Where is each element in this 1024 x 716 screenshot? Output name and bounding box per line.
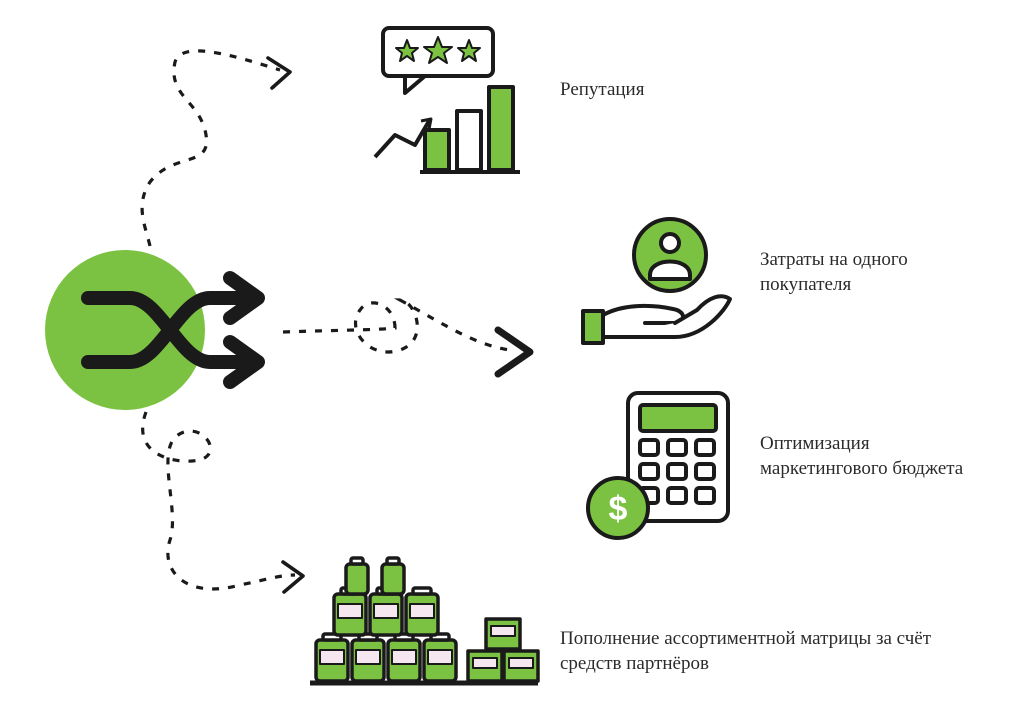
label-cpa: Затраты на одного покупателя (760, 248, 980, 297)
rating-chart-icon (375, 28, 520, 172)
hand-person-icon (583, 219, 730, 343)
products-shelf-icon (310, 558, 538, 683)
label-assortment: Пополнение ассортиментной матрицы за счё… (560, 627, 980, 676)
calculator-dollar-icon: $ (588, 393, 728, 538)
hub-circle (45, 250, 205, 410)
connector-assortment (143, 412, 295, 589)
connector-reputation (142, 51, 280, 246)
connector-cpa (283, 300, 510, 352)
label-reputation: Репутация (560, 78, 644, 103)
hub (45, 250, 258, 410)
svg-text:$: $ (609, 490, 628, 528)
label-budget: Оптимизация маркетингового бюджета (760, 432, 980, 481)
diagram-canvas: $ (0, 0, 1024, 716)
